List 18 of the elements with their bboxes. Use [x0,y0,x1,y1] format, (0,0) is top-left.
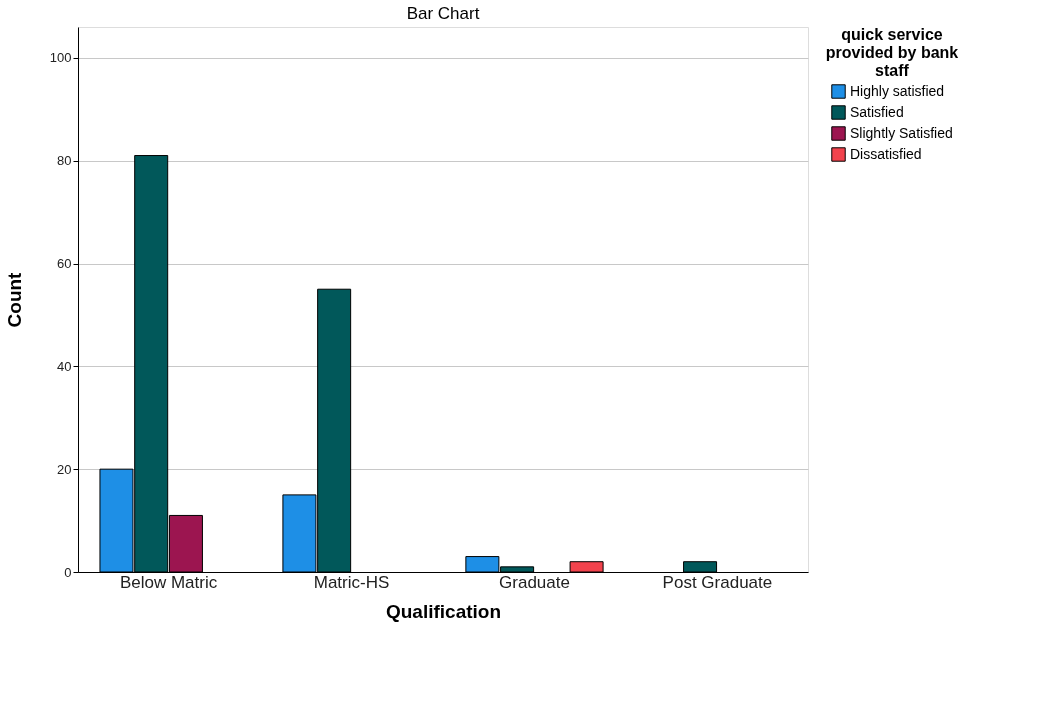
chart-title: Bar Chart [406,4,480,23]
x-axis-title: Qualification [385,600,502,622]
x-tick-label: Graduate [499,572,570,592]
x-tick-label: Below Matric [119,572,218,592]
legend-label: Dissatisfied [850,145,922,162]
y-tick-label: 100 [49,50,72,66]
y-tick-label: 0 [64,564,72,580]
legend-label: Highly satisfied [850,82,945,99]
legend-label: Satisfied [850,103,904,120]
x-tick-label: Matric-HS [313,572,390,592]
y-axis-title: Count [3,271,25,328]
x-tick-label: Post Graduate [662,572,773,592]
y-tick-label: 40 [57,358,72,374]
legend-label: Slightly Satisfied [850,124,953,141]
y-tick-label: 80 [57,153,72,169]
legend-title: quick service provided by bank staff [825,26,959,79]
y-tick-label: 20 [57,461,72,477]
y-tick-label: 60 [57,256,72,272]
